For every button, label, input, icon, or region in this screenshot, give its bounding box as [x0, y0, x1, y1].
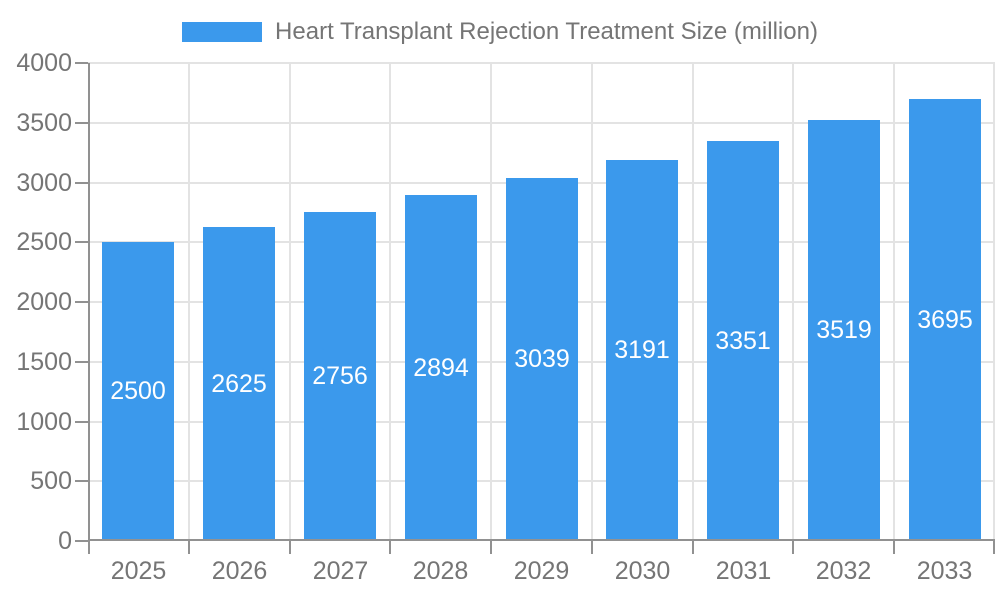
y-tick [75, 301, 88, 303]
y-tick [75, 121, 88, 124]
x-tick [289, 541, 291, 554]
y-tick-label: 2000 [16, 288, 72, 316]
bar-value-label: 3695 [917, 305, 973, 334]
bar-value-label: 2625 [211, 369, 267, 398]
bar-value-label: 3519 [816, 316, 872, 344]
bar: 2894 [405, 195, 477, 541]
bar-chart-plot-area: 0 500 1000 1500 2000 2500 3000 3500 4000 2500 2625… [16, 49, 995, 585]
bar: 3191 [606, 160, 678, 541]
x-tick-label: 2025 [110, 557, 167, 585]
bar-value-label: 3351 [715, 326, 771, 355]
v-gridline [692, 63, 694, 541]
bar-value-label: 3039 [514, 345, 570, 373]
x-tick-label: 2030 [614, 557, 671, 585]
y-tick [75, 241, 88, 244]
y-axis-line [88, 63, 90, 541]
y-tick-label: 2500 [16, 228, 72, 257]
h-gridline [88, 121, 995, 124]
x-tick-label: 2029 [513, 557, 570, 585]
x-tick-label: 2026 [211, 557, 268, 585]
bar-value-label: 2756 [312, 362, 368, 390]
legend-swatch [182, 22, 263, 42]
v-gridline [289, 63, 291, 541]
y-tick [75, 360, 88, 363]
y-tick [75, 540, 88, 542]
x-tick [188, 541, 190, 554]
bar: 2756 [304, 212, 376, 541]
x-tick [490, 541, 492, 554]
v-gridline [490, 63, 492, 541]
bar: 3039 [506, 178, 578, 541]
bar: 2500 [102, 242, 174, 541]
y-tick [75, 480, 88, 483]
x-tick-label: 2033 [916, 557, 973, 585]
v-gridline [389, 63, 391, 541]
v-gridline [993, 63, 995, 541]
bar: 3695 [909, 99, 981, 541]
x-tick-label: 2031 [715, 557, 772, 585]
y-tick [75, 62, 88, 64]
v-gridline [792, 63, 794, 541]
x-tick-label: 2028 [412, 557, 469, 585]
legend-label: Heart Transplant Rejection Treatment Siz… [275, 18, 818, 45]
y-tick-label: 1500 [16, 347, 72, 376]
y-tick-label: 3500 [16, 108, 72, 137]
bar: 3519 [808, 120, 880, 541]
y-tick-label: 500 [30, 467, 72, 496]
y-tick [75, 420, 88, 423]
y-tick [75, 181, 88, 184]
bar: 2625 [203, 227, 275, 541]
legend[interactable]: Heart Transplant Rejection Treatment Siz… [0, 18, 1000, 46]
y-tick-label: 0 [58, 527, 72, 555]
y-tick-label: 4000 [16, 49, 72, 77]
x-tick [692, 541, 694, 554]
x-tick [389, 541, 391, 554]
x-tick [893, 541, 895, 554]
v-gridline [591, 63, 593, 541]
y-tick-label: 1000 [16, 407, 72, 436]
x-tick-label: 2032 [815, 557, 872, 585]
bar: 3351 [707, 141, 779, 541]
y-tick-label: 3000 [16, 168, 72, 197]
bar-value-label: 3191 [614, 336, 670, 364]
v-gridline [188, 63, 190, 541]
x-tick-label: 2027 [312, 557, 369, 585]
x-tick [993, 541, 995, 554]
x-axis-line [88, 539, 995, 541]
x-tick [792, 541, 794, 554]
x-tick [591, 541, 593, 554]
h-gridline [88, 62, 995, 64]
bar-value-label: 2500 [110, 377, 166, 405]
bar-value-label: 2894 [413, 353, 469, 382]
v-gridline [893, 63, 895, 541]
x-tick [88, 541, 90, 554]
